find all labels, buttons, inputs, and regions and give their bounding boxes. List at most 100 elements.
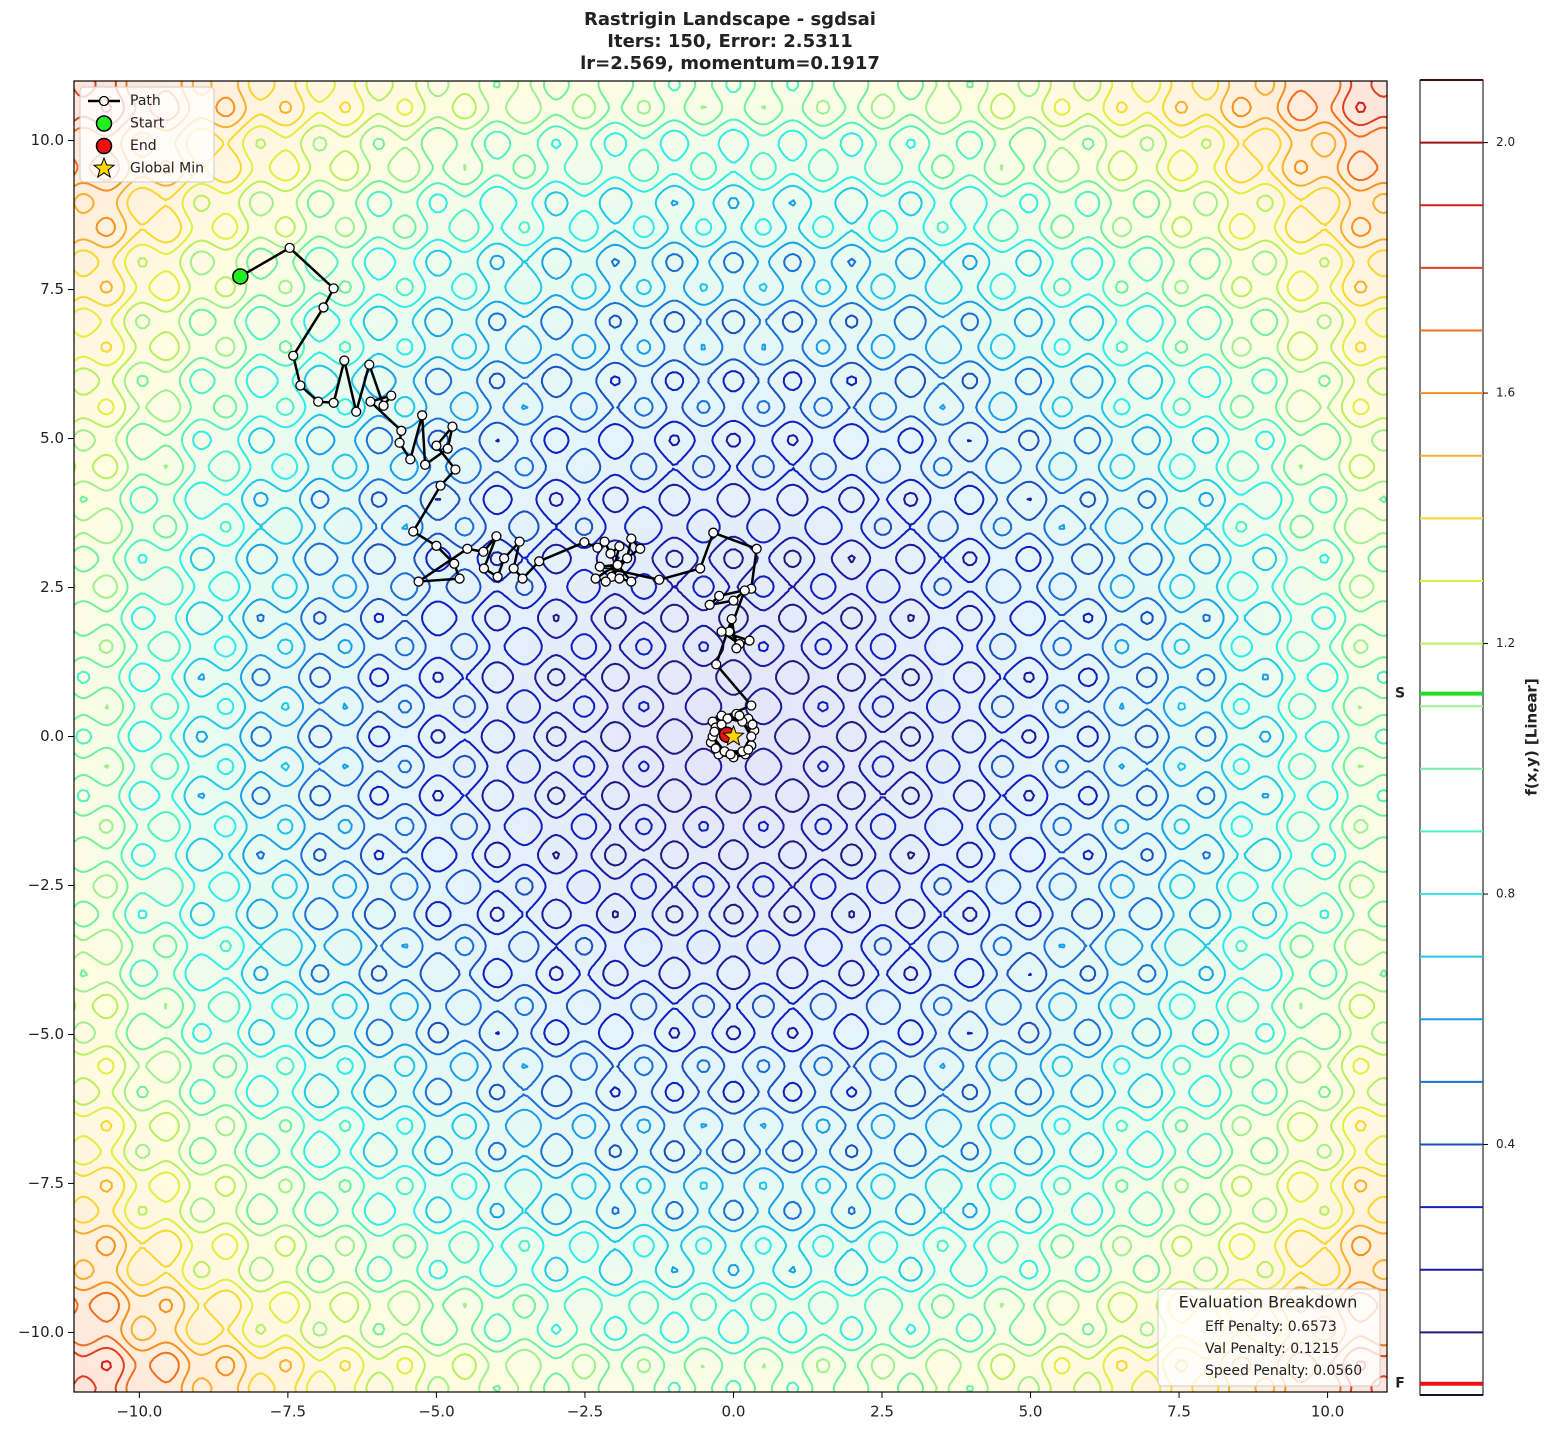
path-point: [751, 543, 762, 554]
path-point: [716, 626, 727, 637]
contour-line: [74, 81, 1387, 1392]
info-line: Val Penalty: 0.1215: [1205, 1341, 1339, 1357]
y-tick-label: 0.0: [40, 727, 64, 745]
x-tick-label: 0.0: [722, 1403, 746, 1421]
contour-line: [74, 81, 1387, 1392]
path-point: [605, 548, 616, 559]
chart-title: Rastrigin Landscape - sgdsai: [584, 9, 876, 30]
contour-line: [127, 128, 1340, 1345]
colorbar-tick-label: 2.0: [1496, 135, 1515, 149]
path-point: [365, 396, 376, 407]
x-tick-label: −7.5: [270, 1403, 306, 1421]
x-tick-label: 5.0: [1019, 1403, 1043, 1421]
path-point: [491, 531, 502, 542]
y-tick-label: 10.0: [31, 131, 64, 149]
path-point: [419, 459, 431, 470]
path-point: [339, 355, 350, 366]
x-tick-label: −10.0: [116, 1403, 162, 1421]
colorbar-tick-label: 0.8: [1496, 887, 1515, 901]
contour-line: [74, 81, 1387, 1392]
path-point: [417, 410, 428, 421]
path-point: [447, 421, 458, 432]
path-point: [478, 546, 489, 557]
contour-line: [308, 310, 1159, 1163]
contour-line: [430, 432, 1037, 1041]
path-layer: [232, 242, 762, 763]
x-tick-label: 10.0: [1311, 1403, 1344, 1421]
path-point: [295, 380, 306, 391]
path-point: [626, 576, 637, 587]
path-point: [435, 480, 446, 491]
y-tick-label: 7.5: [40, 280, 64, 298]
path-point: [734, 710, 745, 721]
path-point: [747, 719, 758, 730]
contour-line: [74, 81, 1387, 1392]
path-point: [514, 536, 525, 547]
info-box: [1157, 1288, 1381, 1387]
path-point: [517, 573, 528, 584]
path-point: [731, 643, 742, 654]
contour-line: [75, 81, 1387, 1392]
y-tick-label: 2.5: [40, 578, 64, 596]
path-point: [725, 749, 736, 760]
path-point: [442, 443, 453, 454]
marker-star: [722, 724, 745, 747]
y-tick-label: −7.5: [28, 1174, 64, 1192]
colorbar-tick-label: 1.6: [1496, 386, 1515, 400]
marker-circle: [232, 268, 249, 285]
x-tick-label: 7.5: [1167, 1403, 1191, 1421]
path-point: [462, 543, 473, 554]
path-point: [621, 553, 633, 564]
path-point: [328, 283, 339, 294]
path-point: [450, 464, 461, 475]
path-point: [711, 659, 722, 670]
path-point: [612, 559, 623, 571]
colorbar: [1419, 79, 1484, 1396]
path-point: [709, 726, 720, 737]
path-point: [413, 576, 424, 587]
colorbar-marker-label: F: [1395, 1376, 1405, 1392]
legend-label: Start: [130, 116, 165, 132]
path-point: [454, 573, 465, 584]
path-point: [592, 542, 603, 553]
path-point: [722, 713, 733, 724]
path-point: [508, 563, 519, 574]
path-point: [284, 242, 295, 254]
path-point: [743, 744, 754, 755]
legend-label: Global Min: [130, 161, 204, 177]
path-point: [746, 700, 757, 711]
path-point: [579, 537, 590, 548]
path-point: [626, 533, 637, 544]
path-point: [328, 397, 339, 408]
path-point: [746, 731, 757, 742]
path-point: [449, 558, 460, 569]
path-point: [739, 585, 750, 596]
chart-subtitle: lr=2.569, momentum=0.1917: [580, 53, 880, 74]
path-point: [728, 595, 739, 606]
path-point: [408, 526, 419, 537]
path-point: [744, 635, 755, 646]
path-point: [708, 527, 719, 538]
x-tick-label: −2.5: [567, 1403, 603, 1421]
colorbar-tick-label: 0.4: [1496, 1137, 1515, 1151]
path-point: [635, 543, 646, 554]
path-point: [431, 440, 442, 451]
chart-subtitle: Iters: 150, Error: 2.5311: [607, 31, 852, 52]
y-tick-label: −10.0: [18, 1323, 64, 1341]
path-point: [396, 425, 407, 436]
marker-circle: [95, 137, 113, 155]
contour-line: [368, 370, 1099, 1103]
legend-label: Path: [130, 93, 161, 109]
contour-line: [182, 184, 1285, 1289]
path-point: [386, 390, 397, 401]
info-line: Speed Penalty: 0.0560: [1205, 1363, 1362, 1379]
path-point: [726, 613, 737, 625]
path-point: [594, 561, 605, 572]
y-tick-label: 5.0: [40, 429, 64, 447]
info-line: Eff Penalty: 0.6573: [1205, 1319, 1337, 1335]
path-point: [704, 599, 715, 610]
marker-star: [92, 156, 116, 179]
path-point: [695, 563, 706, 574]
contour-line: [74, 81, 1387, 1392]
